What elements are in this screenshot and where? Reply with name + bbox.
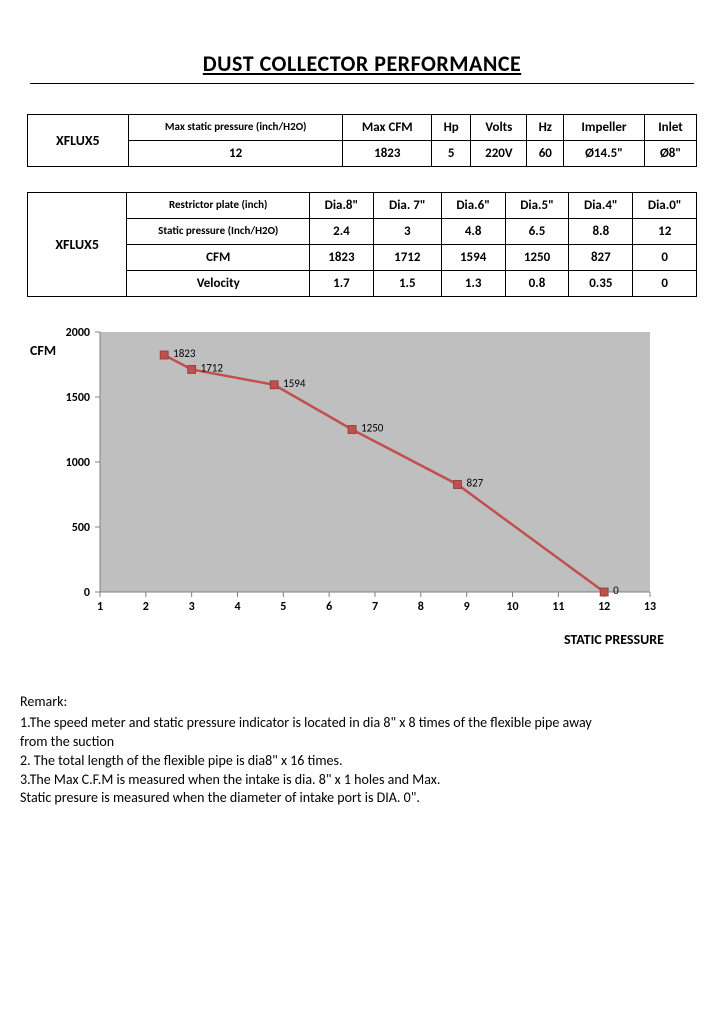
t2-ch2: Dia.6" — [441, 193, 505, 219]
t2-r0c5: 12 — [633, 219, 697, 245]
svg-text:1712: 1712 — [201, 361, 224, 374]
svg-text:11: 11 — [552, 600, 564, 614]
t1-h4: Hz — [527, 115, 564, 141]
title-underline — [30, 83, 694, 84]
t1-h2: Hp — [432, 115, 471, 141]
chart-x-label: STATIC PRESSURE — [30, 631, 664, 648]
t2-ch3: Dia.5" — [505, 193, 569, 219]
t2-r0c4: 8.8 — [569, 219, 633, 245]
model-cell-2: XFLUX5 — [27, 193, 127, 297]
t2-r1c4: 827 — [569, 245, 633, 271]
t2-r2c4: 0.35 — [569, 271, 633, 297]
t2-r1c1: 1712 — [373, 245, 441, 271]
t2-r2c5: 0 — [633, 271, 697, 297]
t2-r0c2: 4.8 — [441, 219, 505, 245]
svg-text:1250: 1250 — [361, 422, 384, 435]
t2-r0c3: 6.5 — [505, 219, 569, 245]
svg-text:6: 6 — [326, 600, 332, 614]
svg-text:500: 500 — [72, 521, 90, 535]
t1-h3: Volts — [471, 115, 527, 141]
t2-r1c5: 0 — [633, 245, 697, 271]
spec-table-2: XFLUX5 Restrictor plate (inch) Dia.8" Di… — [27, 192, 697, 297]
t2-rh0: Restrictor plate (inch) — [127, 193, 310, 219]
t1-h6: Inlet — [644, 115, 696, 141]
t1-h5: Impeller — [564, 115, 645, 141]
t1-h1: Max CFM — [343, 115, 432, 141]
svg-text:12: 12 — [598, 600, 610, 614]
svg-text:0: 0 — [613, 584, 619, 597]
t2-r2c0: 1.7 — [310, 271, 374, 297]
t2-r1c3: 1250 — [505, 245, 569, 271]
remark-line: 1.The speed meter and static pressure in… — [20, 714, 704, 733]
t1-h0: Max static pressure (inch/H2O) — [128, 115, 343, 141]
t2-r1c0: 1823 — [310, 245, 374, 271]
svg-text:0: 0 — [84, 586, 90, 600]
t2-rh3: Velocity — [127, 271, 310, 297]
remark-heading: Remark: — [20, 693, 704, 712]
t1-v5: Ø14.5" — [564, 141, 645, 167]
t2-r0c0: 2.4 — [310, 219, 374, 245]
t1-v2: 5 — [432, 141, 471, 167]
chart-y-label: CFM — [30, 342, 56, 359]
svg-text:1500: 1500 — [66, 391, 90, 405]
page-header: DUST COLLECTOR PERFORMANCE — [20, 50, 704, 84]
page-title: DUST COLLECTOR PERFORMANCE — [203, 50, 521, 77]
t2-ch4: Dia.4" — [569, 193, 633, 219]
t2-r2c2: 1.3 — [441, 271, 505, 297]
remark-line: 2. The total length of the flexible pipe… — [20, 752, 704, 771]
svg-text:13: 13 — [644, 600, 656, 614]
svg-text:5: 5 — [280, 600, 286, 614]
t1-v3: 220V — [471, 141, 527, 167]
t2-r2c1: 1.5 — [373, 271, 441, 297]
model-cell: XFLUX5 — [27, 115, 128, 167]
svg-text:2: 2 — [143, 600, 149, 614]
svg-text:1823: 1823 — [173, 347, 196, 360]
svg-text:3: 3 — [189, 600, 195, 614]
performance-chart: 0500100015002000123456789101112131823171… — [30, 322, 680, 622]
svg-text:1000: 1000 — [66, 456, 90, 470]
t2-rh1: Static pressure (Inch/H2O) — [127, 219, 310, 245]
t2-rh2: CFM — [127, 245, 310, 271]
remark-line: Static presure is measured when the diam… — [20, 789, 704, 808]
remark-section: Remark: 1.The speed meter and static pre… — [20, 693, 704, 808]
svg-text:2000: 2000 — [66, 326, 90, 340]
svg-text:10: 10 — [506, 600, 518, 614]
svg-text:827: 827 — [467, 476, 484, 489]
remark-line: 3.The Max C.F.M is measured when the int… — [20, 771, 704, 790]
spec-table-1: XFLUX5 Max static pressure (inch/H2O) Ma… — [27, 114, 697, 167]
t1-v0: 12 — [128, 141, 343, 167]
t2-ch1: Dia. 7" — [373, 193, 441, 219]
svg-text:1: 1 — [97, 600, 103, 614]
remark-line: from the suction — [20, 733, 704, 752]
t1-v1: 1823 — [343, 141, 432, 167]
t2-r2c3: 0.8 — [505, 271, 569, 297]
svg-text:4: 4 — [234, 600, 240, 614]
t2-r1c2: 1594 — [441, 245, 505, 271]
chart-container: CFM 050010001500200012345678910111213182… — [30, 322, 694, 648]
svg-text:9: 9 — [464, 600, 470, 614]
svg-text:8: 8 — [418, 600, 424, 614]
svg-text:7: 7 — [372, 600, 378, 614]
t2-ch5: Dia.0" — [633, 193, 697, 219]
t2-r0c1: 3 — [373, 219, 441, 245]
t2-ch0: Dia.8" — [310, 193, 374, 219]
t1-v4: 60 — [527, 141, 564, 167]
t1-v6: Ø8" — [644, 141, 696, 167]
svg-text:1594: 1594 — [283, 377, 306, 390]
